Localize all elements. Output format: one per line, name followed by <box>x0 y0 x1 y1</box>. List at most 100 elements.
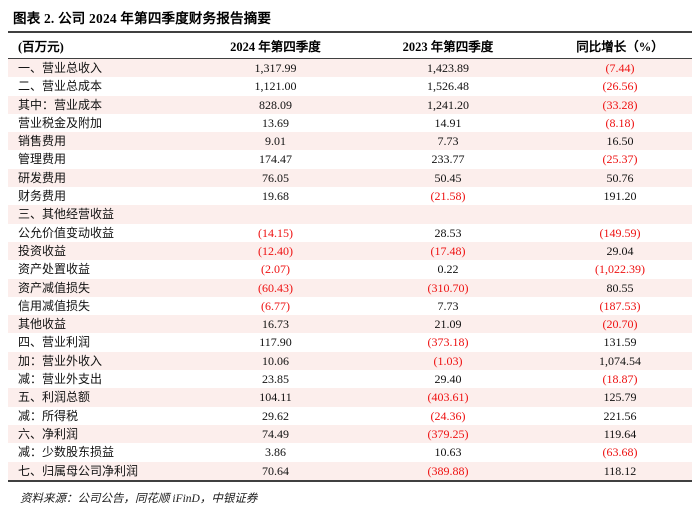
row-value: 125.79 <box>603 390 637 405</box>
exhibit-title: 图表 2. 公司 2024 年第四季度财务报告摘要 <box>13 11 272 26</box>
row-value: (310.70) <box>427 280 469 295</box>
row-value: 221.56 <box>603 408 637 423</box>
row-label: 公允价值变动收益 <box>18 225 115 240</box>
row-value: 80.55 <box>606 280 634 295</box>
row-label: 五、利润总额 <box>18 390 91 405</box>
row-value: 1,423.89 <box>427 61 469 75</box>
row-value: 50.45 <box>434 170 462 185</box>
row-value: (389.88) <box>427 463 469 478</box>
table-row: 减：营业外支出 23.85 29.40 (18.87) <box>8 370 692 388</box>
row-label: 四、营业利润 <box>18 335 91 350</box>
table-row: 资产减值损失 (60.43) (310.70) 80.55 <box>8 278 692 297</box>
table-row: 加：营业外收入 10.06 (1.03) 1,074.54 <box>8 351 692 371</box>
row-value: 1,121.00 <box>254 79 297 94</box>
row-label: 七、归属母公司净利润 <box>18 463 139 478</box>
table-row: 减：所得税 29.62 (24.36) 221.56 <box>8 407 692 425</box>
row-value: (63.68) <box>602 445 638 460</box>
row-value: (14.15) <box>258 225 293 240</box>
row-value: 16.73 <box>262 317 289 332</box>
row-value: 10.06 <box>262 353 289 368</box>
column-header-2024-q4: 2024 年第四季度 <box>230 40 321 54</box>
row-value: 21.09 <box>434 317 462 332</box>
table-row: 公允价值变动收益 (14.15) 28.53 (149.59) <box>8 224 692 242</box>
row-value: 118.12 <box>603 463 637 478</box>
row-value: 233.77 <box>431 152 465 167</box>
row-value: 174.47 <box>259 152 292 167</box>
row-value: (21.58) <box>430 189 466 204</box>
row-label: 信用减值损失 <box>18 298 91 313</box>
row-label: 其他收益 <box>18 317 67 332</box>
table-row: 资产处置收益 (2.07) 0.22 (1,022.39) <box>8 260 692 278</box>
row-value: (17.48) <box>430 243 466 258</box>
table-row: 销售费用 9.01 7.73 16.50 <box>8 132 692 151</box>
row-value: 29.40 <box>434 372 462 387</box>
row-value: 50.76 <box>606 170 634 185</box>
row-label: 减：少数股东损益 <box>18 445 115 460</box>
row-value: (1,022.39) <box>595 262 645 277</box>
row-value: (12.40) <box>258 243 293 258</box>
row-value: (33.28) <box>602 97 638 112</box>
row-value: 191.20 <box>603 189 637 204</box>
row-label: 其中：营业成本 <box>18 97 103 112</box>
row-value: (18.87) <box>602 372 638 387</box>
row-label: 二、营业总成本 <box>18 79 103 94</box>
row-value: 10.63 <box>434 445 462 460</box>
row-value: 0.22 <box>437 262 459 277</box>
row-value: 117.90 <box>259 335 292 350</box>
row-value: (149.59) <box>599 225 641 240</box>
row-value: 29.62 <box>262 408 289 423</box>
row-label: 六、净利润 <box>18 426 79 441</box>
row-value: (2.07) <box>261 262 290 277</box>
row-value <box>203 205 348 223</box>
row-label: 三、其他经营收益 <box>18 207 115 222</box>
table-row: 二、营业总成本 1,121.00 1,526.48 (26.56) <box>8 77 692 95</box>
row-label: 销售费用 <box>18 134 67 149</box>
row-label: 财务费用 <box>18 189 67 204</box>
row-value: 7.73 <box>437 134 459 149</box>
table-row: 财务费用 19.68 (21.58) 191.20 <box>8 187 692 205</box>
financial-summary-table: (百万元) 2024 年第四季度 2023 年第四季度 同比增长（%） 一、营业… <box>8 31 692 482</box>
row-label: 一、营业总收入 <box>18 61 103 75</box>
table-row: 一、营业总收入 1,317.99 1,423.89 (7.44) <box>8 58 692 78</box>
table-row: 三、其他经营收益 <box>8 205 692 224</box>
table-row: 研发费用 76.05 50.45 50.76 <box>8 168 692 188</box>
row-label: 加：营业外收入 <box>18 353 103 368</box>
row-value: 7.73 <box>437 298 459 313</box>
row-value: 19.68 <box>262 189 289 204</box>
row-value: (379.25) <box>427 426 469 441</box>
row-value <box>348 205 548 223</box>
row-value: (25.37) <box>602 152 638 167</box>
column-header-yoy-growth: 同比增长（%） <box>576 40 664 54</box>
table-row: 信用减值损失 (6.77) 7.73 (187.53) <box>8 297 692 315</box>
row-value: (373.18) <box>427 335 469 350</box>
source-note: 资料来源：公司公告，同花顺 iFinD，中银证券 <box>20 492 258 505</box>
row-value: (26.56) <box>602 79 638 94</box>
table-row: 管理费用 174.47 233.77 (25.37) <box>8 150 692 168</box>
row-value: (6.77) <box>261 298 290 313</box>
row-value: (187.53) <box>599 298 641 313</box>
row-value: (1.03) <box>433 353 463 368</box>
row-value: 828.09 <box>259 97 292 112</box>
table-row: 七、归属母公司净利润 70.64 (389.88) 118.12 <box>8 461 692 481</box>
row-value: 74.49 <box>262 426 289 441</box>
row-value: 3.86 <box>265 445 286 460</box>
row-label: 资产减值损失 <box>18 280 91 295</box>
column-header-unit: (百万元) <box>18 40 64 54</box>
row-label: 减：营业外支出 <box>18 372 103 387</box>
table-row: 其中：营业成本 828.09 1,241.20 (33.28) <box>8 95 692 114</box>
row-value: 119.64 <box>603 426 637 441</box>
row-value: 28.53 <box>434 225 462 240</box>
table-body: 一、营业总收入 1,317.99 1,423.89 (7.44) 二、营业总成本 1,12… <box>8 58 692 481</box>
row-value: 1,317.99 <box>254 61 297 75</box>
row-value: 70.64 <box>262 463 289 478</box>
row-label: 投资收益 <box>18 243 67 258</box>
row-value: 23.85 <box>262 372 289 387</box>
table-row: 减：少数股东损益 3.86 10.63 (63.68) <box>8 443 692 461</box>
row-value: 104.11 <box>259 390 292 405</box>
row-value: (24.36) <box>430 408 466 423</box>
row-value: 13.69 <box>262 115 289 130</box>
row-value: 1,526.48 <box>427 79 469 94</box>
table-row: 六、净利润 74.49 (379.25) 119.64 <box>8 424 692 444</box>
row-value: 9.01 <box>265 134 286 149</box>
